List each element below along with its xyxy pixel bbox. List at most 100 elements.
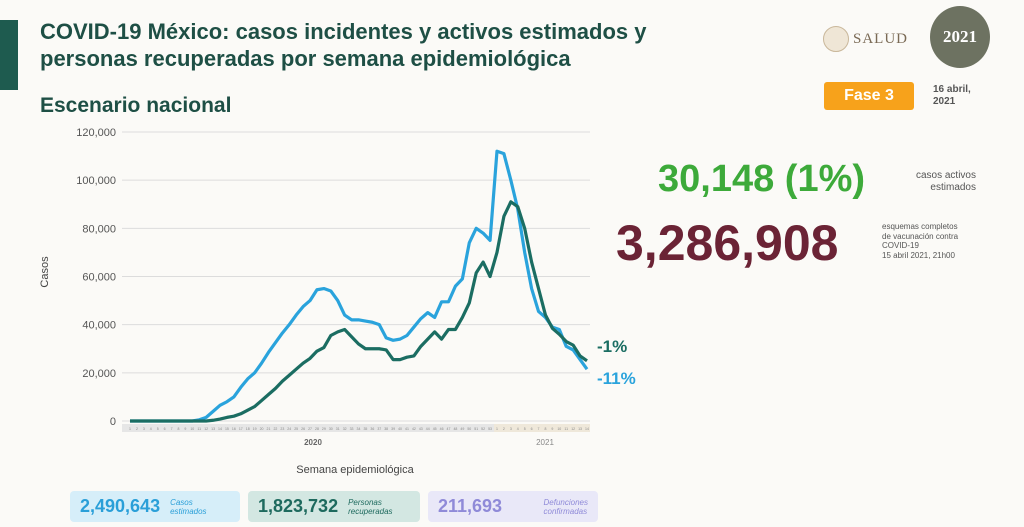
x-tick-label: 32 bbox=[343, 427, 347, 431]
x-tick-label: 11 bbox=[197, 427, 201, 431]
x-tick-label: 3 bbox=[143, 427, 145, 431]
x-tick-label: 37 bbox=[377, 427, 381, 431]
active-cases-label: casos activos estimados bbox=[915, 170, 976, 193]
x-tick-label: 50 bbox=[467, 427, 471, 431]
x-axis-band-2021 bbox=[493, 424, 590, 432]
y-tick-label: 20,000 bbox=[82, 368, 116, 380]
series-end-label: -1% bbox=[597, 337, 627, 356]
y-tick-label: 40,000 bbox=[82, 320, 116, 332]
series-end-label: -11% bbox=[597, 369, 636, 388]
x-tick-label: 17 bbox=[239, 427, 243, 431]
x-tick-label: 28 bbox=[315, 427, 319, 431]
x-tick-label: 27 bbox=[308, 427, 312, 431]
x-tick-label: 40 bbox=[398, 427, 402, 431]
page-title: COVID-19 México: casos incidentes y acti… bbox=[40, 19, 647, 71]
x-tick-label: 52 bbox=[481, 427, 485, 431]
x-tick-label: 18 bbox=[246, 427, 250, 431]
report-date: 16 abril, 2021 bbox=[933, 84, 971, 107]
active-cases-value: 30,148 (1%) bbox=[658, 158, 866, 200]
x-axis-label: Semana epidemiológica bbox=[296, 464, 414, 476]
x-tick-label: 41 bbox=[405, 427, 409, 431]
x-tick-label: 21 bbox=[267, 427, 271, 431]
page-subtitle: Escenario nacional bbox=[40, 94, 232, 117]
summary-box: 2,490,643 Casos estimados bbox=[70, 491, 240, 522]
y-tick-label: 60,000 bbox=[82, 272, 116, 284]
x-tick-label: 1 bbox=[496, 427, 498, 431]
x-tick-label: 38 bbox=[384, 427, 388, 431]
x-tick-label: 14 bbox=[218, 427, 222, 431]
x-tick-label: 2 bbox=[503, 427, 505, 431]
x-tick-label: 43 bbox=[419, 427, 423, 431]
x-tick-label: 42 bbox=[412, 427, 416, 431]
series-line bbox=[130, 149, 589, 423]
x-tick-label: 46 bbox=[440, 427, 444, 431]
y-tick-label: 80,000 bbox=[82, 223, 116, 235]
x-tick-label: 47 bbox=[447, 427, 451, 431]
year-label-2021: 2021 bbox=[536, 438, 554, 447]
summary-box: 211,693 Defunciones confirmadas bbox=[428, 491, 598, 522]
y-axis-label: Casos bbox=[39, 256, 51, 288]
x-tick-label: 13 bbox=[578, 427, 582, 431]
summary-value: 211,693 bbox=[438, 496, 503, 516]
x-tick-label: 30 bbox=[329, 427, 333, 431]
summary-value: 1,823,732 bbox=[258, 496, 339, 516]
x-tick-label: 31 bbox=[336, 427, 340, 431]
x-tick-label: 48 bbox=[453, 427, 457, 431]
x-tick-label: 49 bbox=[460, 427, 464, 431]
summary-box: 1,823,732 Personas recuperadas bbox=[248, 491, 420, 522]
year-2021-logo: 2021 bbox=[930, 6, 990, 68]
x-tick-label: 2 bbox=[136, 427, 138, 431]
summary-value: 2,490,643 bbox=[80, 496, 161, 516]
x-tick-label: 45 bbox=[433, 427, 437, 431]
vaccination-label: esquemas completos de vacunación contra CO… bbox=[882, 222, 959, 260]
x-tick-label: 5 bbox=[157, 427, 159, 431]
series-line bbox=[130, 200, 588, 423]
x-tick-label: 8 bbox=[177, 427, 179, 431]
x-tick-label: 3 bbox=[510, 427, 512, 431]
y-tick-label: 100,000 bbox=[76, 175, 116, 187]
summary-label: Personas recuperadas bbox=[348, 497, 393, 516]
seal-icon bbox=[823, 26, 849, 52]
phase-badge: Fase 3 bbox=[824, 82, 914, 110]
x-tick-label: 44 bbox=[426, 427, 430, 431]
x-tick-label: 39 bbox=[391, 427, 395, 431]
x-tick-label: 10 bbox=[557, 427, 561, 431]
summary-label: Casos estimados bbox=[170, 497, 207, 516]
salud-logo: SALUD bbox=[823, 26, 908, 52]
x-tick-label: 5 bbox=[524, 427, 526, 431]
x-tick-label: 6 bbox=[164, 427, 166, 431]
x-tick-label: 20 bbox=[260, 427, 264, 431]
x-tick-label: 53 bbox=[488, 427, 492, 431]
x-tick-label: 6 bbox=[531, 427, 533, 431]
x-tick-label: 14 bbox=[585, 427, 589, 431]
x-tick-label: 12 bbox=[571, 427, 575, 431]
x-tick-label: 13 bbox=[211, 427, 215, 431]
x-tick-label: 35 bbox=[363, 427, 367, 431]
x-tick-label: 22 bbox=[273, 427, 277, 431]
vaccination-value: 3,286,908 bbox=[616, 215, 839, 271]
x-tick-label: 10 bbox=[190, 427, 194, 431]
x-tick-label: 25 bbox=[294, 427, 298, 431]
x-tick-label: 9 bbox=[184, 427, 186, 431]
x-axis-band-2020 bbox=[122, 424, 494, 432]
x-tick-label: 34 bbox=[357, 427, 361, 431]
x-tick-label: 1 bbox=[129, 427, 131, 431]
x-tick-label: 4 bbox=[150, 427, 152, 431]
x-tick-label: 7 bbox=[171, 427, 173, 431]
x-tick-label: 9 bbox=[551, 427, 553, 431]
x-tick-label: 12 bbox=[204, 427, 208, 431]
y-tick-label: 0 bbox=[110, 416, 116, 428]
accent-bar bbox=[0, 20, 18, 90]
y-tick-label: 120,000 bbox=[76, 127, 116, 139]
x-tick-label: 7 bbox=[538, 427, 540, 431]
year-label-2020: 2020 bbox=[304, 438, 322, 447]
x-tick-label: 26 bbox=[301, 427, 305, 431]
x-tick-label: 19 bbox=[253, 427, 257, 431]
x-tick-label: 29 bbox=[322, 427, 326, 431]
x-tick-label: 36 bbox=[370, 427, 374, 431]
x-tick-label: 51 bbox=[474, 427, 478, 431]
x-tick-label: 8 bbox=[544, 427, 546, 431]
x-tick-label: 15 bbox=[225, 427, 229, 431]
x-tick-label: 24 bbox=[287, 427, 291, 431]
